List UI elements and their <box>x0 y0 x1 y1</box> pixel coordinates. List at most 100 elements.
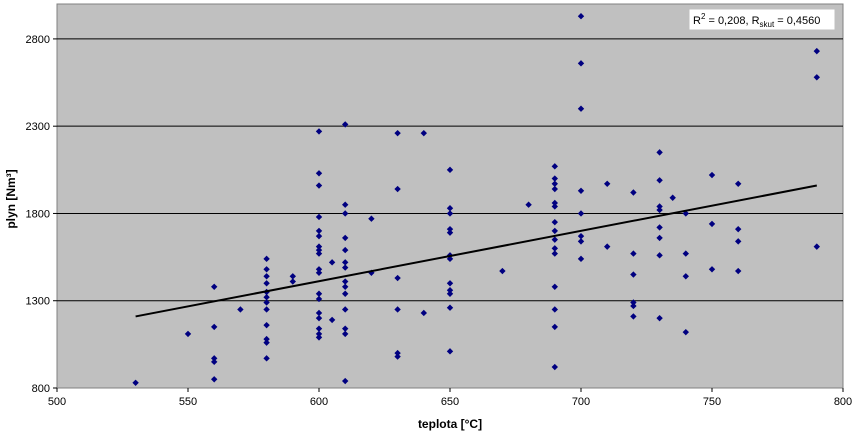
data-point <box>813 243 820 250</box>
gridlines <box>57 38 843 302</box>
data-point <box>211 358 218 366</box>
data-points <box>132 13 820 386</box>
data-point <box>551 250 558 257</box>
data-point <box>682 328 689 336</box>
data-point <box>630 271 637 278</box>
data-point <box>211 355 218 362</box>
data-point <box>263 280 270 287</box>
r-subscript: skut <box>760 20 775 29</box>
data-point <box>656 203 663 210</box>
data-point <box>813 74 820 81</box>
data-point <box>315 269 323 276</box>
data-point <box>394 129 401 137</box>
data-point <box>551 245 558 252</box>
data-point <box>342 330 349 338</box>
r2-label: R <box>693 15 701 27</box>
data-point <box>708 171 716 179</box>
data-point <box>630 313 637 320</box>
stats-annotation-text: R2 = 0,208, Rskut = 0,4560 <box>693 12 820 29</box>
data-point <box>211 283 218 290</box>
data-point <box>551 203 558 210</box>
data-point <box>289 273 296 280</box>
data-point <box>577 210 585 217</box>
x-tick-label: 650 <box>441 396 459 408</box>
data-point <box>551 227 558 235</box>
data-point <box>342 246 349 254</box>
data-point <box>446 229 454 236</box>
data-point <box>630 189 637 196</box>
data-point <box>394 353 401 360</box>
stats-annotation: R2 = 0,208, Rskut = 0,4560 <box>688 8 836 31</box>
data-point <box>237 306 244 313</box>
data-point <box>551 306 558 313</box>
data-point <box>656 206 663 214</box>
data-point <box>315 128 323 135</box>
data-point <box>263 294 270 301</box>
data-point <box>630 299 637 306</box>
data-point <box>342 306 349 313</box>
data-point <box>577 13 585 20</box>
data-point <box>394 185 401 193</box>
data-point <box>551 180 558 187</box>
data-point <box>342 210 349 217</box>
data-point <box>315 170 323 177</box>
data-point <box>577 60 585 67</box>
data-point <box>420 309 427 317</box>
r-label: R <box>752 15 760 27</box>
x-tick-label: 550 <box>179 396 197 408</box>
data-point <box>525 201 532 208</box>
data-point <box>263 339 270 346</box>
data-point <box>342 290 349 297</box>
data-point <box>315 182 323 189</box>
data-point <box>289 278 296 285</box>
data-point <box>708 220 716 228</box>
data-point <box>577 105 585 112</box>
data-point <box>263 266 270 273</box>
data-point <box>342 234 349 242</box>
data-point <box>263 299 270 306</box>
data-point <box>328 259 336 266</box>
data-point <box>446 280 454 287</box>
data-point <box>682 210 689 217</box>
data-point <box>604 180 611 187</box>
data-point <box>446 304 454 311</box>
data-point <box>446 348 454 355</box>
data-point <box>656 314 663 322</box>
data-point <box>263 335 270 343</box>
data-point <box>551 323 558 331</box>
data-point <box>211 376 218 383</box>
data-point <box>577 255 585 263</box>
data-point <box>315 314 323 322</box>
data-point <box>813 47 820 55</box>
data-point <box>735 225 742 233</box>
x-axis-ticks: 500 550 600 650 700 750 800 <box>48 388 852 408</box>
data-point <box>342 325 349 332</box>
data-point <box>394 306 401 313</box>
plot-area <box>56 3 844 389</box>
data-point <box>551 363 558 371</box>
data-point <box>315 334 323 341</box>
data-point <box>656 252 663 259</box>
stats-annotation-box <box>688 8 836 31</box>
data-point <box>446 287 454 294</box>
data-point <box>394 274 401 282</box>
data-point <box>682 250 689 257</box>
data-point <box>263 306 270 313</box>
data-point <box>656 224 663 231</box>
data-point <box>184 330 192 338</box>
data-point <box>708 266 716 273</box>
data-point <box>604 243 611 250</box>
r2-superscript: 2 <box>701 12 706 21</box>
data-point <box>315 213 323 221</box>
data-point <box>420 129 427 137</box>
data-point <box>342 259 349 266</box>
data-point <box>446 205 454 212</box>
x-tick-label: 700 <box>572 396 590 408</box>
data-point <box>263 321 270 329</box>
data-point <box>342 121 349 128</box>
data-point <box>669 194 676 201</box>
data-point <box>315 309 323 317</box>
data-point <box>656 177 663 184</box>
data-point <box>551 185 558 193</box>
